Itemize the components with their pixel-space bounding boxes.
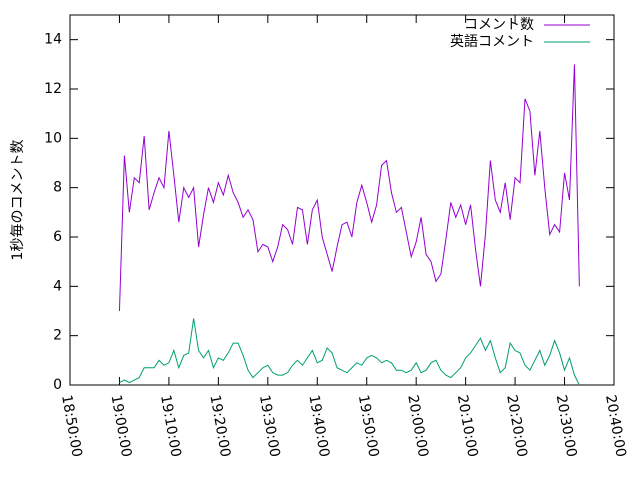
x-tick-label: 18:50:00 <box>58 394 85 459</box>
x-tick-label: 20:40:00 <box>602 394 629 459</box>
y-tick-label: 0 <box>53 377 62 393</box>
x-tick-label: 19:30:00 <box>256 394 283 459</box>
x-tick-label: 19:20:00 <box>206 394 233 459</box>
x-tick-label: 19:10:00 <box>157 394 184 459</box>
legend-label: 英語コメント <box>450 33 534 50</box>
x-tick-label: 19:40:00 <box>305 394 332 459</box>
y-axis-label: 1秒毎のコメント数 <box>10 140 26 261</box>
legend-label: コメント数 <box>464 17 534 33</box>
y-tick-label: 2 <box>53 328 62 344</box>
x-tick-label: 20:10:00 <box>454 394 481 459</box>
data-line <box>119 318 580 386</box>
y-tick-label: 14 <box>44 32 62 48</box>
y-tick-label: 6 <box>53 229 62 245</box>
y-tick-label: 12 <box>44 81 62 97</box>
plot-frame <box>69 14 615 386</box>
y-tick-label: 8 <box>53 180 62 196</box>
x-tick-label: 20:30:00 <box>553 394 580 459</box>
x-tick-label: 20:00:00 <box>404 394 431 459</box>
y-tick-label: 10 <box>44 130 62 146</box>
data-line <box>118 64 580 312</box>
x-tick-label: 20:20:00 <box>503 394 530 459</box>
x-tick-label: 19:50:00 <box>355 394 382 459</box>
y-tick-label: 4 <box>53 278 62 294</box>
x-tick-label: 19:00:00 <box>108 394 135 459</box>
